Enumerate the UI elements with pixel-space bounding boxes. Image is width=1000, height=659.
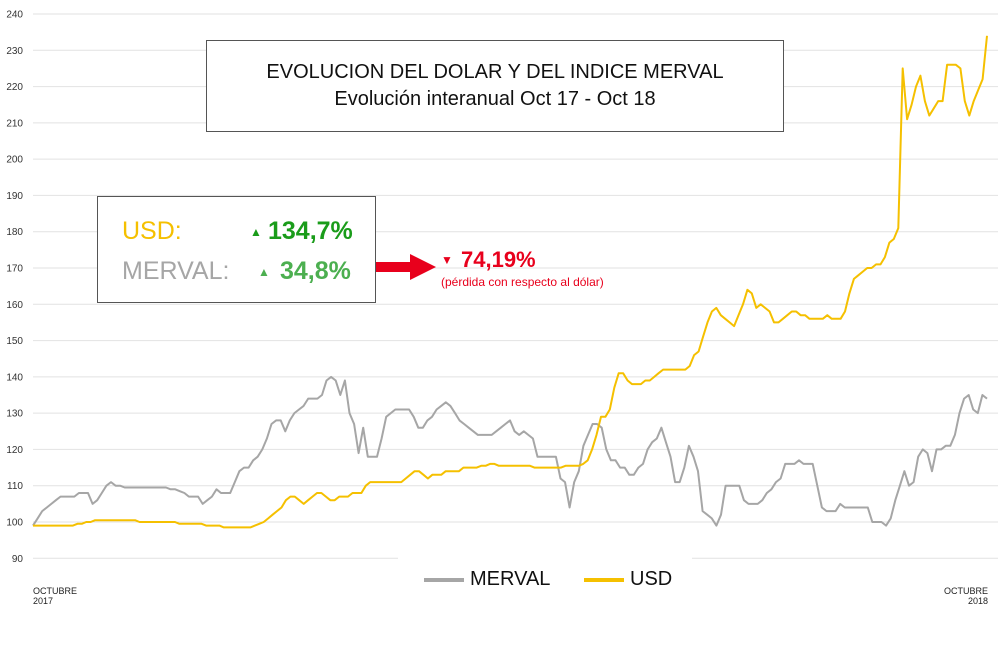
merval-stat-label: MERVAL: [122,257,230,285]
up-arrow-icon: ▲ [250,225,262,239]
loss-value: 74,19% [461,247,536,272]
y-axis-ticks: 90 100 110 120 130 140 150 160 170 180 190 200 210 22… [6,10,23,565]
y-tick-label: 150 [6,336,23,347]
y-tick-label: 110 [7,481,23,492]
x-start-year: 2017 [33,596,54,606]
usd-stat-value: 134,7% [268,217,353,245]
legend-swatch-usd [584,578,624,582]
merval-stat-value: 34,8% [280,257,351,285]
y-tick-label: 100 [6,518,23,529]
y-tick-label: 220 [6,82,23,93]
y-tick-label: 240 [6,10,23,21]
legend-label-merval: MERVAL [470,568,551,590]
y-tick-label: 230 [6,46,23,57]
down-arrow-icon: ▼ [441,253,453,267]
y-tick-label: 210 [6,118,23,129]
x-axis-end-label: OCTUBRE 2018 [944,586,988,606]
y-tick-label: 190 [6,191,23,202]
y-tick-label: 180 [6,227,23,238]
chart-subtitle: Evolución interanual Oct 17 - Oct 18 [334,88,656,110]
y-tick-label: 160 [6,300,23,311]
usd-stat-label: USD: [122,217,182,245]
loss-arrow-icon [376,254,436,280]
y-tick-label: 120 [6,445,23,456]
chart-title-box: EVOLUCION DEL DOLAR Y DEL INDICE MERVAL … [206,40,784,132]
up-arrow-icon: ▲ [258,265,270,279]
series-line-merval [32,375,988,527]
variation-stats-box: USD: ▲ 134,7% MERVAL: ▲ 34,8% [97,196,376,303]
y-tick-label: 170 [6,264,23,275]
legend-swatch-merval [424,578,464,582]
y-tick-label: 130 [6,409,23,420]
loss-note: (pérdida con respecto al dólar) [441,275,604,289]
x-end-year: 2018 [967,596,989,606]
y-tick-label: 200 [6,155,23,166]
series-line-usd [33,35,988,529]
y-tick-label: 140 [6,372,23,383]
chart-series [32,35,988,529]
legend-label-usd: USD [630,568,673,590]
x-end-month: OCTUBRE [944,586,989,596]
chart-legend: MERVAL USD [398,556,692,600]
chart-title: EVOLUCION DEL DOLAR Y DEL INDICE MERVAL [266,61,724,83]
y-tick-label: 90 [12,554,24,565]
x-start-month: OCTUBRE [33,586,78,596]
x-axis-start-label: OCTUBRE 2017 [33,586,77,606]
